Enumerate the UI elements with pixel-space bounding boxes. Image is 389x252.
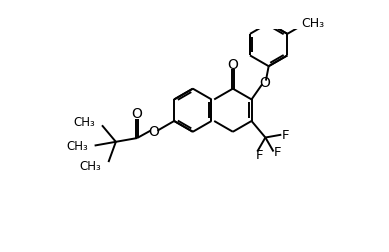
Text: F: F (281, 129, 289, 142)
Text: O: O (260, 76, 271, 90)
Text: O: O (148, 124, 159, 138)
Text: F: F (256, 148, 263, 162)
Text: O: O (131, 107, 142, 121)
Text: O: O (228, 58, 238, 72)
Text: F: F (273, 145, 281, 158)
Text: CH₃: CH₃ (66, 140, 88, 152)
Text: CH₃: CH₃ (73, 115, 95, 129)
Text: CH₃: CH₃ (301, 17, 324, 30)
Text: CH₃: CH₃ (80, 160, 102, 173)
